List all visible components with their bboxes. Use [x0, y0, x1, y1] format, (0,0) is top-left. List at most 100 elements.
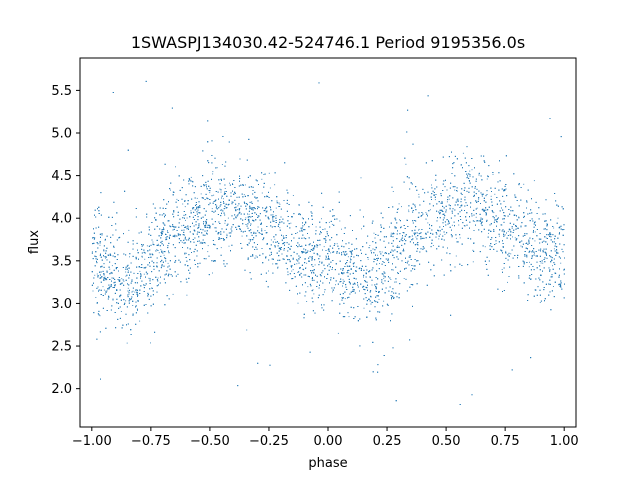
data-point — [475, 216, 477, 218]
data-point — [469, 170, 471, 172]
data-point — [472, 261, 474, 263]
data-point — [157, 243, 159, 245]
data-point — [152, 241, 154, 243]
data-point — [451, 224, 453, 226]
data-point — [147, 272, 149, 274]
data-point — [498, 235, 500, 237]
data-point — [99, 244, 101, 246]
data-point — [536, 255, 538, 257]
data-point — [384, 252, 386, 254]
data-point — [268, 270, 269, 272]
data-point — [220, 247, 222, 249]
data-point — [170, 189, 171, 191]
data-point — [463, 225, 465, 226]
data-point — [292, 257, 294, 259]
data-point — [190, 176, 192, 178]
data-point — [507, 230, 509, 232]
data-point — [314, 264, 316, 266]
data-point — [408, 211, 410, 213]
data-point — [207, 245, 209, 247]
data-point — [221, 164, 223, 165]
data-point — [377, 254, 378, 256]
data-point — [127, 270, 129, 272]
data-point — [186, 294, 188, 296]
data-point — [272, 214, 274, 216]
data-point — [459, 237, 461, 239]
data-point — [420, 232, 422, 234]
data-point — [134, 291, 136, 293]
data-point — [91, 251, 93, 253]
data-point — [454, 189, 456, 191]
data-point — [190, 210, 192, 212]
data-point — [106, 290, 108, 292]
data-point — [128, 229, 130, 231]
data-point — [306, 301, 308, 302]
data-point — [542, 262, 544, 264]
data-point — [511, 227, 513, 229]
data-point — [268, 172, 270, 174]
data-point — [429, 209, 431, 211]
data-point — [451, 236, 453, 238]
data-point — [520, 225, 522, 227]
data-point — [456, 190, 458, 192]
data-point — [279, 203, 281, 205]
data-point — [449, 207, 451, 209]
data-point — [229, 182, 230, 184]
data-point — [199, 242, 201, 244]
data-point — [125, 275, 127, 277]
data-point — [345, 254, 347, 256]
data-point — [323, 246, 325, 248]
data-point — [241, 235, 243, 237]
data-point — [317, 254, 319, 256]
data-point — [227, 217, 229, 219]
data-point — [125, 300, 127, 302]
data-point — [540, 262, 542, 264]
data-point — [399, 219, 400, 221]
data-point — [418, 229, 419, 231]
data-point — [367, 258, 369, 260]
data-point — [342, 279, 344, 281]
data-point — [349, 257, 351, 259]
data-point — [136, 308, 138, 310]
data-point — [501, 269, 503, 270]
data-point — [307, 286, 309, 288]
data-point — [96, 273, 98, 275]
data-point — [213, 194, 215, 196]
data-point — [255, 255, 257, 257]
data-point — [347, 272, 349, 274]
data-point — [150, 342, 151, 344]
data-point — [383, 300, 385, 302]
data-point — [181, 225, 183, 227]
data-point — [301, 217, 303, 219]
data-point — [143, 273, 145, 275]
data-point — [476, 207, 478, 209]
data-point — [103, 250, 105, 252]
data-point — [120, 311, 122, 312]
data-point — [121, 278, 123, 280]
data-point — [172, 293, 174, 295]
data-point — [360, 177, 362, 179]
data-point — [518, 216, 520, 218]
data-point — [237, 205, 239, 207]
data-point — [528, 266, 530, 268]
data-point — [290, 222, 292, 224]
data-point — [431, 184, 432, 186]
data-points — [91, 80, 565, 405]
data-point — [139, 320, 141, 322]
data-point — [490, 195, 492, 197]
data-point — [186, 217, 188, 219]
data-point — [390, 279, 392, 280]
data-point — [335, 284, 336, 286]
data-point — [289, 261, 291, 263]
data-point — [434, 199, 436, 201]
data-point — [426, 251, 428, 253]
data-point — [462, 152, 464, 154]
data-point — [236, 209, 238, 211]
data-point — [488, 232, 489, 234]
data-point — [266, 196, 268, 198]
data-point — [209, 192, 211, 194]
data-point — [148, 277, 150, 279]
data-point — [363, 307, 365, 309]
data-point — [552, 265, 553, 267]
data-point — [495, 243, 497, 244]
